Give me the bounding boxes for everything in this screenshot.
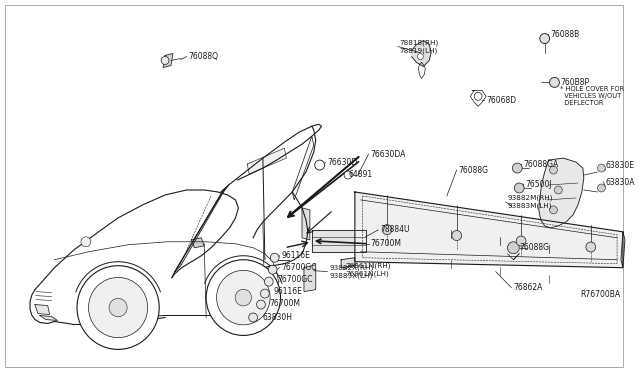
Circle shape: [109, 298, 127, 317]
Text: 76088B: 76088B: [550, 30, 580, 39]
Circle shape: [540, 33, 550, 44]
Text: 63830A: 63830A: [605, 177, 635, 186]
Circle shape: [344, 171, 352, 179]
Text: 76700M: 76700M: [269, 299, 301, 308]
Polygon shape: [539, 158, 584, 228]
Circle shape: [88, 278, 148, 338]
Polygon shape: [304, 265, 316, 292]
Text: 76500J: 76500J: [525, 180, 552, 189]
Text: 76630DA: 76630DA: [371, 150, 406, 158]
Text: 93882X(RH)
93883X(LH): 93882X(RH) 93883X(LH): [330, 265, 374, 279]
Circle shape: [586, 242, 596, 252]
Circle shape: [550, 166, 557, 174]
Text: 63830E: 63830E: [605, 161, 634, 170]
Text: 78818(RH)
78819(LH): 78818(RH) 78819(LH): [400, 39, 439, 54]
Circle shape: [161, 57, 169, 64]
Text: 76088GA: 76088GA: [523, 160, 558, 169]
Circle shape: [508, 242, 519, 254]
Text: 78884U: 78884U: [380, 225, 410, 234]
Polygon shape: [175, 188, 226, 272]
Text: 76088Q: 76088Q: [189, 52, 218, 61]
Circle shape: [268, 265, 277, 274]
Text: * HOLE COVER FOR
  VEHICLES W/OUT
  DEFLECTOR: * HOLE COVER FOR VEHICLES W/OUT DEFLECTO…: [561, 86, 625, 106]
Polygon shape: [292, 136, 314, 200]
Circle shape: [77, 266, 159, 349]
Circle shape: [235, 289, 252, 306]
Circle shape: [216, 270, 270, 325]
Polygon shape: [35, 305, 50, 314]
Circle shape: [474, 92, 482, 100]
Circle shape: [249, 313, 257, 322]
Polygon shape: [163, 54, 173, 67]
Circle shape: [315, 160, 324, 170]
Polygon shape: [191, 238, 204, 248]
Text: 760B8P: 760B8P: [561, 78, 589, 87]
Circle shape: [516, 236, 526, 246]
Text: 76961M(RH)
76961N(LH): 76961M(RH) 76961N(LH): [345, 263, 390, 277]
Polygon shape: [355, 192, 623, 268]
Circle shape: [598, 184, 605, 192]
Polygon shape: [247, 148, 286, 174]
Circle shape: [270, 253, 279, 262]
Text: R76700BA: R76700BA: [580, 290, 620, 299]
Text: 76068D: 76068D: [486, 96, 516, 105]
Polygon shape: [412, 41, 431, 67]
Polygon shape: [302, 208, 310, 240]
Circle shape: [257, 300, 266, 309]
Circle shape: [513, 163, 522, 173]
Text: 93882M(RH)
93883M(LH): 93882M(RH) 93883M(LH): [508, 195, 553, 209]
Text: 76700M: 76700M: [371, 239, 401, 248]
Circle shape: [81, 237, 91, 247]
Polygon shape: [40, 315, 58, 321]
Circle shape: [382, 225, 392, 235]
Circle shape: [417, 54, 423, 60]
Text: 63830H: 63830H: [263, 313, 293, 322]
Text: 96116E: 96116E: [282, 251, 310, 260]
Circle shape: [206, 260, 280, 336]
Text: 76862A: 76862A: [513, 283, 543, 292]
Text: 64891: 64891: [349, 170, 373, 179]
Circle shape: [554, 186, 563, 194]
Circle shape: [452, 231, 461, 241]
Text: 76700GC: 76700GC: [282, 263, 317, 272]
Text: 76700GC: 76700GC: [278, 275, 313, 284]
Text: 76088G: 76088G: [459, 166, 488, 174]
Polygon shape: [312, 230, 365, 252]
Circle shape: [598, 164, 605, 172]
Text: 96116E: 96116E: [274, 287, 303, 296]
Text: 76630D: 76630D: [328, 158, 358, 167]
Circle shape: [550, 77, 559, 87]
Text: 76088G: 76088G: [519, 243, 549, 252]
Circle shape: [550, 206, 557, 214]
Circle shape: [260, 289, 269, 298]
Polygon shape: [341, 258, 355, 268]
Polygon shape: [621, 232, 625, 268]
Circle shape: [515, 183, 524, 193]
Circle shape: [264, 277, 273, 286]
